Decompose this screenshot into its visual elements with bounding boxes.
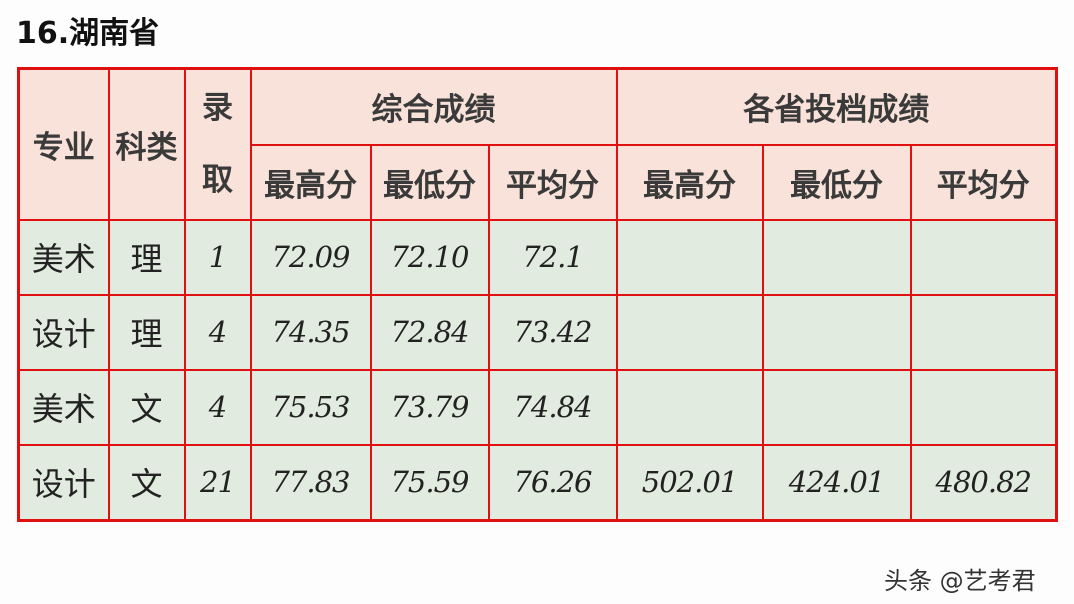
cell-c-max: 77.83: [249, 443, 372, 521]
cell-c-max: 74.35: [249, 293, 372, 371]
cell-major: 美术: [17, 368, 110, 446]
cell-category: 理: [107, 218, 186, 296]
cell-c-min: 75.59: [369, 443, 490, 521]
cell-category: 文: [107, 443, 186, 521]
table-row: 设计文 21 77.83 75.59 76.26 502.01 424.01 480.82: [17, 443, 1058, 521]
cell-c-min: 72.84: [369, 293, 490, 371]
header-major: 专业: [17, 67, 110, 221]
cell-c-avg: 76.26: [487, 443, 618, 521]
cell-c-avg: 73.42: [487, 293, 618, 371]
cell-major: 美术: [17, 218, 110, 296]
cell-category: 理: [107, 293, 186, 371]
cell-p-max: [615, 293, 764, 371]
cell-p-avg: [909, 368, 1058, 446]
page-title: 16.湖南省: [16, 16, 160, 51]
cell-c-min: 73.79: [369, 368, 490, 446]
watermark: 头条 @艺考君: [884, 567, 1036, 595]
header-admitted: 录取: [183, 67, 252, 221]
cell-p-min: [761, 368, 912, 446]
cell-p-max: 502.01: [615, 443, 764, 521]
cell-p-avg: [909, 293, 1058, 371]
table-row: 设计理 4 74.35 72.84 73.42: [17, 293, 1058, 371]
cell-p-avg: [909, 218, 1058, 296]
cell-p-max: [615, 218, 764, 296]
cell-p-min: [761, 218, 912, 296]
header-composite-min: 最低分: [369, 143, 490, 221]
cell-p-min: 424.01: [761, 443, 912, 521]
cell-c-max: 75.53: [249, 368, 372, 446]
header-provincial-max: 最高分: [615, 143, 764, 221]
table-row: 美术理 1 72.09 72.10 72.1: [17, 218, 1058, 296]
cell-admitted: 21: [183, 443, 252, 521]
cell-admitted: 1: [183, 218, 252, 296]
cell-major: 设计: [17, 293, 110, 371]
header-composite-avg: 平均分: [487, 143, 618, 221]
cell-admitted: 4: [183, 368, 252, 446]
cell-p-max: [615, 368, 764, 446]
score-table: 专业 科类 录取 综合成绩 各省投档成绩 最高分 最低分 平均分 最高分 最低分…: [17, 67, 1058, 522]
cell-c-max: 72.09: [249, 218, 372, 296]
header-provincial-min: 最低分: [761, 143, 912, 221]
header-provincial-avg: 平均分: [909, 143, 1058, 221]
cell-category: 文: [107, 368, 186, 446]
cell-p-avg: 480.82: [909, 443, 1058, 521]
header-composite-score: 综合成绩: [249, 67, 618, 146]
cell-p-min: [761, 293, 912, 371]
header-admitted-text: 录取: [202, 90, 233, 199]
table-row: 美术文 4 75.53 73.79 74.84: [17, 368, 1058, 446]
cell-c-min: 72.10: [369, 218, 490, 296]
header-category: 科类: [107, 67, 186, 221]
cell-admitted: 4: [183, 293, 252, 371]
cell-c-avg: 74.84: [487, 368, 618, 446]
cell-major: 设计: [17, 443, 110, 521]
cell-c-avg: 72.1: [487, 218, 618, 296]
header-provincial-score: 各省投档成绩: [615, 67, 1058, 146]
header-composite-max: 最高分: [249, 143, 372, 221]
